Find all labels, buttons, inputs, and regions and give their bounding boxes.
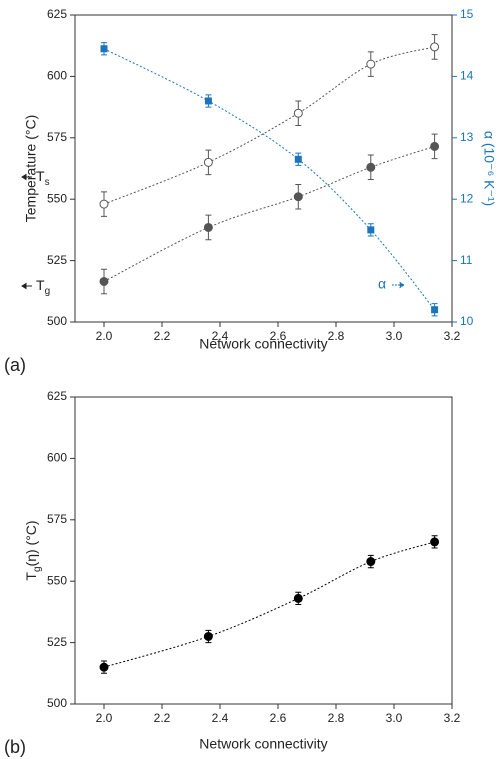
x-tick-label: 2.6	[270, 329, 287, 343]
y2-tick-label: 15	[460, 7, 474, 21]
x-tick-label: 2.6	[270, 711, 287, 725]
data-point	[99, 662, 109, 672]
y-tick-label: 525	[47, 253, 67, 267]
y-tick-label: 625	[47, 389, 67, 403]
data-point	[430, 537, 440, 547]
y2-tick-label: 14	[460, 69, 474, 83]
data-point	[366, 59, 376, 69]
annotation-main: T	[36, 168, 45, 184]
data-point	[99, 199, 109, 209]
x-tick-label: 3.0	[386, 711, 403, 725]
x-tick-label: 2.2	[154, 329, 171, 343]
x-tick-label: 2.4	[212, 329, 229, 343]
y-tick-label: 550	[47, 573, 67, 587]
x-tick-label: 3.2	[444, 329, 461, 343]
y-tick-label: 500	[47, 696, 67, 710]
y2-axis-title: α (10⁻⁶ K⁻¹)	[481, 131, 497, 206]
x-tick-label: 2.8	[328, 329, 345, 343]
annotation-main: T	[36, 277, 45, 293]
annotation-arrow	[21, 173, 32, 181]
y-axis-title-tail: (η) (°C)	[23, 520, 39, 566]
fit-line	[103, 145, 435, 282]
fit-line	[103, 46, 435, 205]
annotation: Ts	[36, 168, 50, 188]
y-tick-label: 625	[47, 7, 67, 21]
y-axis-title-main: T	[23, 572, 39, 581]
y-tick-label: 500	[47, 314, 67, 328]
y-axis-title: Tg(η) (°C)	[23, 520, 43, 580]
x-axis-title: Network connectivity	[199, 736, 327, 752]
y-axis-title: Temperature (°C)	[23, 115, 39, 223]
data-point	[293, 108, 303, 118]
fit-line	[103, 48, 435, 311]
data-point	[203, 157, 213, 167]
data-point	[430, 42, 440, 52]
data-point	[431, 306, 439, 314]
x-axis-title: Network connectivity	[199, 336, 327, 352]
y2-tick-label: 10	[460, 314, 474, 328]
y2-tick-label: 12	[460, 191, 474, 205]
fit-line	[103, 541, 435, 668]
panel-label: (a)	[4, 355, 26, 375]
y-tick-label: 600	[47, 451, 67, 465]
data-point	[203, 222, 213, 232]
x-tick-label: 3.2	[444, 711, 461, 725]
plot-frame	[74, 396, 453, 705]
annotation-sub: g	[45, 286, 51, 297]
y2-tick-label: 13	[460, 130, 474, 144]
data-point	[366, 557, 376, 567]
data-point	[293, 593, 303, 603]
annotation: α	[378, 276, 386, 292]
data-point	[430, 141, 440, 151]
data-point	[294, 155, 302, 163]
x-tick-label: 2.0	[96, 711, 113, 725]
plot-frame	[74, 14, 453, 323]
data-point	[366, 162, 376, 172]
data-point	[204, 97, 212, 105]
y-tick-label: 575	[47, 130, 67, 144]
y2-tick-label: 11	[460, 253, 473, 267]
y-tick-label: 575	[47, 512, 67, 526]
y-tick-label: 550	[47, 191, 67, 205]
x-tick-label: 2.0	[96, 329, 113, 343]
annotation-arrow	[392, 281, 405, 289]
x-tick-label: 3.0	[386, 329, 403, 343]
x-tick-label: 2.4	[212, 711, 229, 725]
annotation-arrow	[21, 282, 32, 290]
y-tick-label: 525	[47, 635, 67, 649]
data-point	[99, 276, 109, 286]
annotation-sub: s	[45, 177, 50, 188]
y-axis-title-sub: g	[32, 566, 43, 572]
y-tick-label: 600	[47, 69, 67, 83]
data-point	[293, 192, 303, 202]
data-point	[367, 226, 375, 234]
x-tick-label: 2.8	[328, 711, 345, 725]
data-point	[203, 631, 213, 641]
x-tick-label: 2.2	[154, 711, 171, 725]
annotation: Tg	[36, 277, 50, 297]
panel-label: (b)	[4, 737, 26, 757]
data-point	[100, 45, 108, 53]
